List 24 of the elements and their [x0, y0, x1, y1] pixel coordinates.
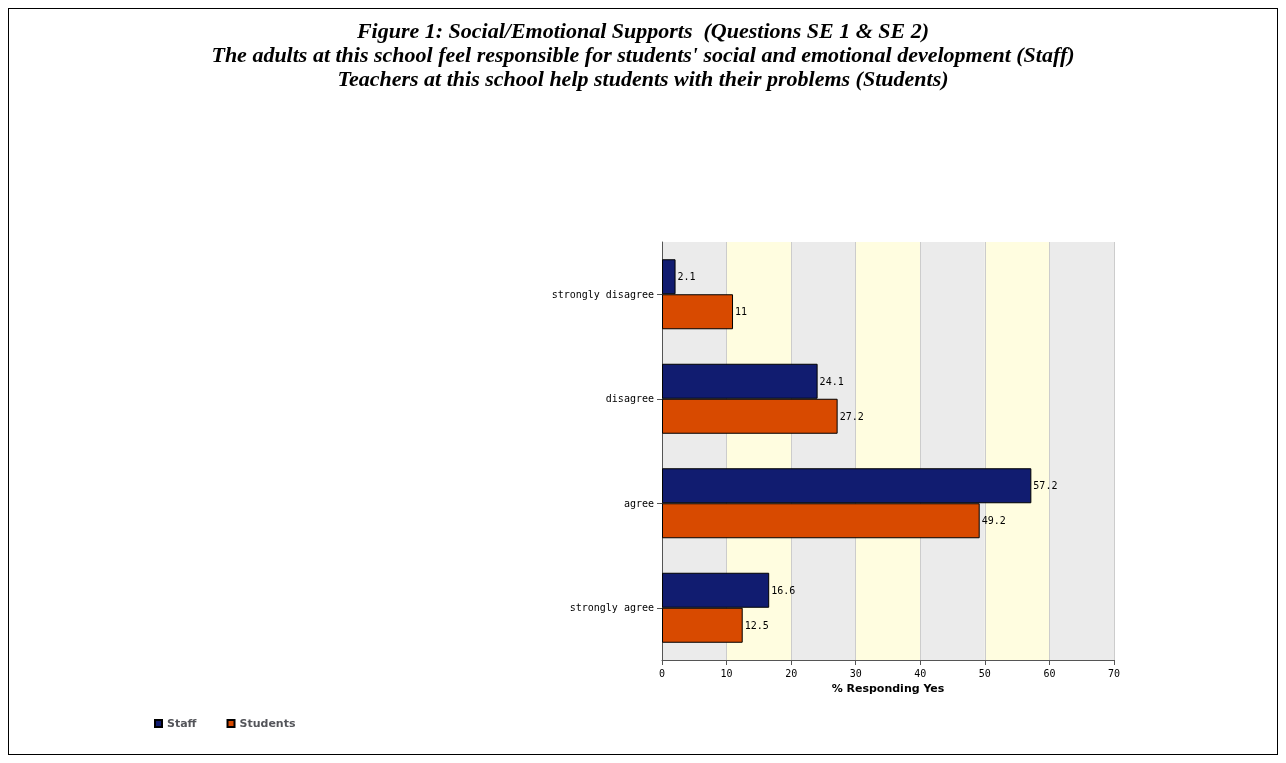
data-label: 24.1: [819, 375, 844, 387]
x-tick-label: 50: [978, 667, 991, 679]
y-tick-label: strongly agree: [569, 602, 654, 614]
chart-title: Figure 1: Social/Emotional Supports (Questions SE 1 & SE 2): [355, 17, 930, 43]
y-tick-label: strongly disagree: [551, 288, 654, 300]
x-tick-label: 20: [785, 667, 798, 679]
x-tick-label: 70: [1107, 667, 1121, 679]
x-tick-label: 40: [914, 667, 927, 679]
x-tick-label: 10: [720, 667, 733, 679]
legend-label: Students: [239, 717, 296, 730]
data-label: 27.2: [839, 410, 864, 422]
y-tick-label: disagree: [605, 393, 654, 405]
data-label: 2.1: [677, 271, 696, 283]
data-label: 16.6: [771, 584, 796, 596]
legend-label: Staff: [167, 717, 197, 730]
x-tick-label: 30: [849, 667, 862, 679]
data-label: 11: [735, 306, 748, 318]
data-label: 57.2: [1033, 480, 1058, 492]
y-tick-label: agree: [623, 497, 654, 509]
x-tick-label: 60: [1043, 667, 1056, 679]
data-label: 12.5: [744, 619, 769, 631]
x-tick-label: 0: [658, 667, 666, 679]
x-axis-title: % Responding Yes: [831, 681, 945, 695]
data-label: 49.2: [981, 515, 1006, 527]
